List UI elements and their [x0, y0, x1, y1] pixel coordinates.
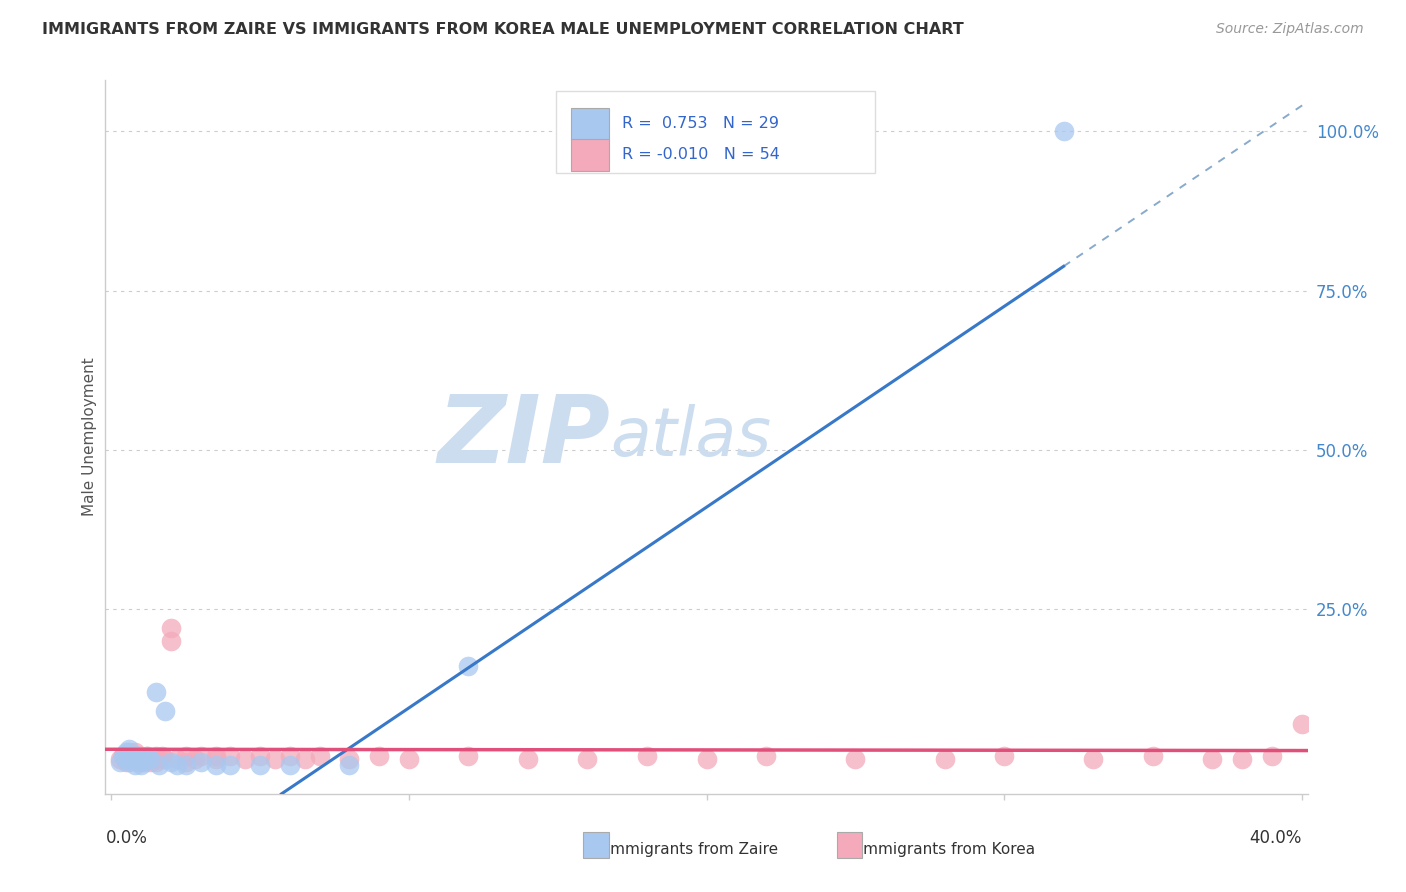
Point	[124, 752, 146, 766]
Point	[190, 748, 212, 763]
Point	[174, 748, 197, 763]
Point	[110, 755, 132, 769]
Text: Immigrants from Korea: Immigrants from Korea	[844, 842, 1035, 856]
Point	[576, 752, 599, 766]
Point	[121, 748, 143, 763]
Point	[219, 758, 242, 772]
Point	[166, 752, 188, 766]
Point	[695, 752, 717, 766]
Point	[934, 752, 956, 766]
Point	[1083, 752, 1105, 766]
Point	[134, 755, 156, 769]
Point	[129, 748, 152, 763]
Point	[121, 748, 143, 763]
Point	[129, 752, 152, 766]
Point	[1201, 752, 1223, 766]
Point	[139, 752, 162, 766]
Point	[127, 748, 149, 763]
Point	[183, 752, 205, 766]
Point	[115, 746, 138, 760]
Point	[219, 748, 242, 763]
Point	[124, 746, 146, 760]
Point	[112, 748, 135, 763]
Point	[204, 748, 226, 763]
Point	[112, 748, 135, 763]
Point	[153, 752, 176, 766]
Point	[136, 748, 159, 763]
Point	[118, 746, 141, 760]
Bar	[571, 108, 609, 140]
Text: 40.0%: 40.0%	[1250, 829, 1302, 847]
Text: Immigrants from Zaire: Immigrants from Zaire	[591, 842, 778, 856]
Text: R = -0.010   N = 54: R = -0.010 N = 54	[623, 147, 780, 162]
Point	[249, 748, 271, 763]
Point	[139, 755, 162, 769]
Point	[145, 748, 167, 763]
Point	[1142, 748, 1164, 763]
Point	[264, 752, 287, 766]
Point	[233, 752, 256, 766]
Point	[142, 752, 165, 766]
Point	[118, 755, 141, 769]
Point	[160, 634, 183, 648]
Text: atlas: atlas	[610, 404, 772, 470]
Point	[339, 758, 361, 772]
Point	[174, 755, 197, 769]
Point	[124, 752, 146, 766]
Point	[204, 758, 226, 772]
Point	[755, 748, 778, 763]
Point	[204, 752, 226, 766]
Y-axis label: Male Unemployment: Male Unemployment	[82, 358, 97, 516]
FancyBboxPatch shape	[557, 91, 875, 173]
Point	[278, 758, 301, 772]
Point	[129, 755, 152, 769]
Point	[1261, 748, 1284, 763]
Point	[124, 758, 146, 772]
Text: ZIP: ZIP	[437, 391, 610, 483]
Point	[636, 748, 658, 763]
Point	[145, 685, 167, 699]
Point	[1230, 752, 1253, 766]
Text: 0.0%: 0.0%	[105, 829, 148, 847]
Point	[308, 748, 330, 763]
Point	[148, 752, 170, 766]
Point	[249, 758, 271, 772]
Point	[457, 748, 479, 763]
Point	[1052, 124, 1074, 138]
Point	[136, 748, 159, 763]
Point	[294, 752, 316, 766]
Point	[129, 758, 152, 772]
Point	[1291, 716, 1313, 731]
Point	[278, 748, 301, 763]
Point	[398, 752, 420, 766]
Point	[174, 758, 197, 772]
Point	[457, 659, 479, 673]
Point	[148, 758, 170, 772]
Point	[166, 758, 188, 772]
Point	[127, 755, 149, 769]
Point	[115, 755, 138, 769]
Point	[517, 752, 540, 766]
Point	[993, 748, 1015, 763]
Point	[115, 752, 138, 766]
Point	[118, 742, 141, 756]
Point	[368, 748, 391, 763]
Point	[110, 752, 132, 766]
Point	[160, 755, 183, 769]
Text: Source: ZipAtlas.com: Source: ZipAtlas.com	[1216, 22, 1364, 37]
Point	[118, 752, 141, 766]
Text: R =  0.753   N = 29: R = 0.753 N = 29	[623, 116, 779, 131]
Bar	[571, 139, 609, 171]
Text: IMMIGRANTS FROM ZAIRE VS IMMIGRANTS FROM KOREA MALE UNEMPLOYMENT CORRELATION CHA: IMMIGRANTS FROM ZAIRE VS IMMIGRANTS FROM…	[42, 22, 965, 37]
Point	[339, 752, 361, 766]
Point	[160, 621, 183, 635]
Point	[190, 755, 212, 769]
Point	[145, 755, 167, 769]
Point	[153, 704, 176, 718]
Point	[844, 752, 866, 766]
Point	[150, 748, 173, 763]
Point	[134, 752, 156, 766]
